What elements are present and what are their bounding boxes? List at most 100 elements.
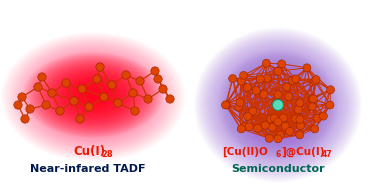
Ellipse shape (31, 57, 155, 133)
Circle shape (263, 74, 271, 82)
Circle shape (42, 101, 50, 109)
Text: Cu(I): Cu(I) (73, 145, 105, 159)
Circle shape (229, 75, 237, 82)
Ellipse shape (81, 88, 105, 102)
Ellipse shape (73, 83, 113, 107)
Ellipse shape (69, 80, 117, 110)
Circle shape (48, 89, 56, 97)
Text: 47: 47 (322, 150, 333, 159)
Circle shape (319, 112, 327, 120)
Ellipse shape (61, 76, 125, 114)
Ellipse shape (83, 89, 103, 101)
Ellipse shape (35, 60, 151, 130)
Circle shape (222, 101, 229, 109)
Ellipse shape (39, 62, 147, 128)
Circle shape (303, 64, 311, 72)
Text: Near-infared TADF: Near-infared TADF (30, 164, 146, 174)
Circle shape (252, 87, 260, 94)
Circle shape (276, 131, 284, 139)
Circle shape (243, 83, 251, 91)
Ellipse shape (29, 56, 157, 134)
Circle shape (274, 118, 282, 126)
Ellipse shape (23, 53, 163, 137)
Circle shape (327, 86, 335, 94)
Circle shape (21, 115, 29, 123)
Circle shape (296, 131, 304, 139)
Circle shape (262, 59, 270, 67)
Ellipse shape (51, 70, 135, 120)
Circle shape (265, 134, 273, 142)
Circle shape (129, 89, 137, 97)
Circle shape (256, 75, 264, 83)
Circle shape (288, 76, 296, 84)
Circle shape (237, 125, 245, 133)
Ellipse shape (33, 59, 153, 131)
Circle shape (236, 99, 244, 107)
Circle shape (292, 75, 300, 83)
Circle shape (78, 85, 86, 93)
Circle shape (18, 93, 26, 101)
Circle shape (251, 108, 259, 116)
Ellipse shape (71, 82, 115, 108)
Circle shape (85, 103, 93, 111)
Circle shape (159, 85, 167, 93)
Circle shape (280, 114, 288, 122)
Ellipse shape (79, 87, 107, 103)
Ellipse shape (57, 73, 129, 117)
Text: 6: 6 (276, 150, 281, 159)
Ellipse shape (41, 63, 145, 127)
Circle shape (14, 101, 22, 109)
Ellipse shape (91, 94, 95, 96)
Circle shape (326, 101, 334, 109)
Ellipse shape (77, 85, 109, 105)
Circle shape (144, 95, 152, 103)
Ellipse shape (49, 68, 137, 122)
Text: Semiconductor: Semiconductor (231, 164, 325, 174)
Ellipse shape (85, 90, 101, 100)
Circle shape (296, 99, 304, 107)
Circle shape (240, 71, 248, 79)
Circle shape (268, 123, 276, 131)
Circle shape (114, 99, 122, 107)
Circle shape (245, 123, 253, 131)
Circle shape (278, 60, 286, 68)
Circle shape (254, 124, 262, 132)
Circle shape (34, 83, 42, 91)
Circle shape (273, 99, 284, 111)
Circle shape (308, 95, 316, 102)
Text: [Cu(II)O: [Cu(II)O (222, 147, 268, 157)
Ellipse shape (67, 79, 119, 111)
Circle shape (312, 76, 320, 84)
Circle shape (286, 127, 294, 135)
Circle shape (270, 114, 278, 122)
Circle shape (313, 114, 322, 122)
Circle shape (274, 91, 282, 99)
Ellipse shape (45, 66, 141, 124)
Ellipse shape (25, 54, 161, 136)
Circle shape (249, 107, 257, 115)
Circle shape (267, 115, 275, 123)
Text: ]@Cu(I): ]@Cu(I) (281, 147, 324, 157)
Ellipse shape (65, 78, 121, 112)
Ellipse shape (89, 93, 97, 97)
Circle shape (136, 77, 144, 85)
Circle shape (151, 67, 159, 75)
Circle shape (311, 77, 319, 85)
Circle shape (311, 125, 319, 133)
Circle shape (285, 93, 293, 101)
Circle shape (122, 71, 130, 79)
Circle shape (222, 101, 230, 109)
Circle shape (297, 122, 305, 130)
Circle shape (272, 99, 280, 107)
Circle shape (96, 63, 104, 71)
Circle shape (274, 67, 282, 75)
Circle shape (274, 135, 282, 143)
Ellipse shape (43, 65, 143, 125)
Circle shape (38, 73, 46, 81)
Circle shape (281, 122, 289, 130)
Ellipse shape (55, 72, 131, 118)
Circle shape (308, 103, 316, 111)
Circle shape (260, 91, 268, 99)
Circle shape (240, 123, 248, 131)
Circle shape (154, 75, 162, 83)
